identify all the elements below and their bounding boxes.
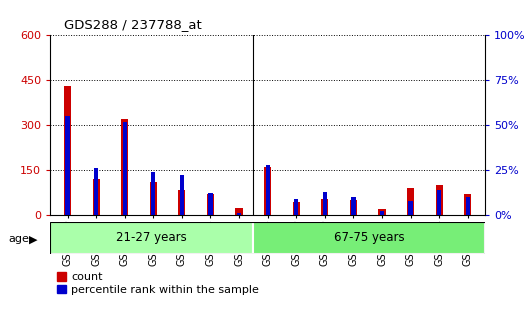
Bar (264, 167, 271, 215)
Bar (65, 116, 69, 215)
Bar (64, 86, 71, 215)
Bar (378, 209, 386, 215)
Bar (466, 197, 470, 215)
Bar (293, 202, 300, 215)
Bar (253, 222, 485, 254)
Bar (50, 222, 253, 254)
Bar (351, 197, 356, 215)
Bar (180, 175, 184, 215)
Bar (94, 168, 98, 215)
Bar (409, 201, 413, 215)
Text: age: age (8, 234, 29, 244)
Text: 21-27 years: 21-27 years (117, 231, 187, 244)
Bar (122, 122, 127, 215)
Bar (407, 188, 414, 215)
Bar (380, 211, 384, 215)
Bar (266, 165, 270, 215)
Bar (437, 190, 441, 215)
Bar (149, 182, 157, 215)
Legend: count, percentile rank within the sample: count, percentile rank within the sample (56, 271, 260, 296)
Bar (93, 179, 100, 215)
Bar (323, 192, 327, 215)
Bar (436, 185, 443, 215)
Text: 67-75 years: 67-75 years (334, 231, 404, 244)
Bar (207, 194, 214, 215)
Bar (178, 190, 186, 215)
Bar (208, 194, 213, 215)
Bar (151, 172, 155, 215)
Bar (350, 200, 357, 215)
Bar (321, 199, 329, 215)
Text: GDS288 / 237788_at: GDS288 / 237788_at (64, 18, 201, 32)
Text: ▶: ▶ (29, 234, 37, 244)
Bar (237, 213, 241, 215)
Bar (294, 199, 298, 215)
Bar (121, 119, 128, 215)
Bar (235, 208, 243, 215)
Bar (464, 194, 471, 215)
